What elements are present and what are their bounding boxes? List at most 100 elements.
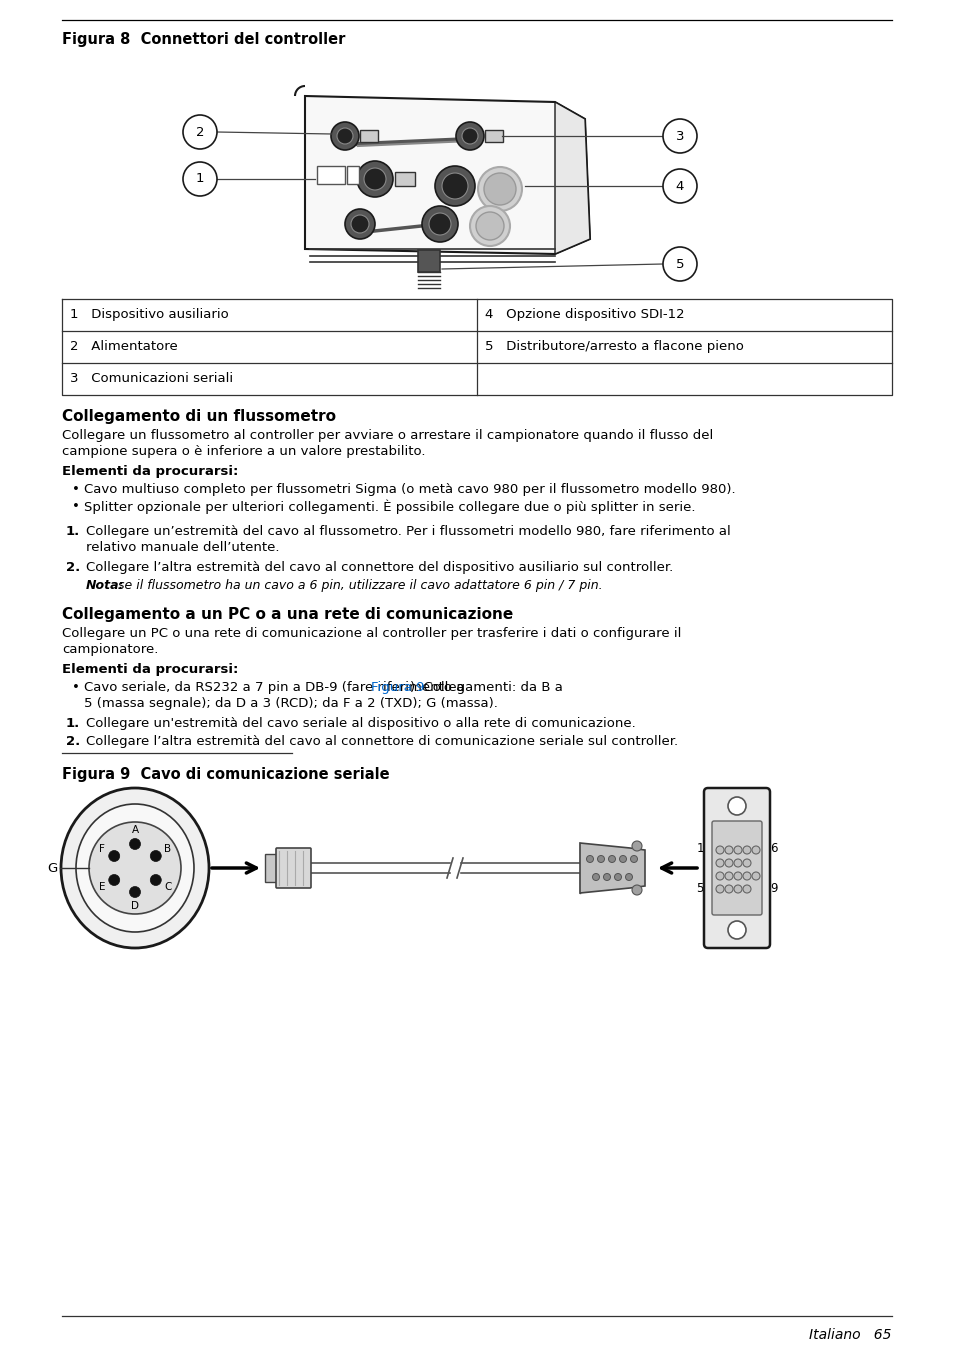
Circle shape bbox=[751, 872, 760, 880]
Text: 3: 3 bbox=[675, 130, 683, 142]
Circle shape bbox=[630, 856, 637, 862]
Text: 2.: 2. bbox=[66, 561, 80, 574]
Circle shape bbox=[151, 875, 161, 886]
Circle shape bbox=[470, 206, 510, 246]
Text: 1: 1 bbox=[195, 172, 204, 185]
Circle shape bbox=[421, 206, 457, 242]
Circle shape bbox=[733, 858, 741, 867]
Text: Collegare un'estremità del cavo seriale al dispositivo o alla rete di comunicazi: Collegare un'estremità del cavo seriale … bbox=[86, 718, 635, 730]
Circle shape bbox=[151, 850, 161, 861]
Text: Collegamento di un flussometro: Collegamento di un flussometro bbox=[62, 409, 335, 424]
Text: Nota:: Nota: bbox=[86, 580, 125, 592]
Text: Elementi da procurarsi:: Elementi da procurarsi: bbox=[62, 464, 238, 478]
Circle shape bbox=[345, 209, 375, 240]
Circle shape bbox=[614, 873, 620, 880]
Text: 6: 6 bbox=[769, 841, 777, 854]
Circle shape bbox=[130, 838, 140, 849]
Circle shape bbox=[631, 886, 641, 895]
Text: 5 (massa segnale); da D a 3 (RCD); da F a 2 (TXD); G (massa).: 5 (massa segnale); da D a 3 (RCD); da F … bbox=[84, 697, 497, 709]
Circle shape bbox=[733, 872, 741, 880]
Text: 1   Dispositivo ausiliario: 1 Dispositivo ausiliario bbox=[70, 307, 229, 321]
Circle shape bbox=[89, 822, 181, 914]
Text: 2: 2 bbox=[195, 126, 204, 138]
Circle shape bbox=[727, 798, 745, 815]
Circle shape bbox=[724, 872, 732, 880]
Circle shape bbox=[183, 115, 216, 149]
Circle shape bbox=[716, 858, 723, 867]
Circle shape bbox=[351, 215, 369, 233]
Text: Figura 8  Connettori del controller: Figura 8 Connettori del controller bbox=[62, 32, 345, 47]
Circle shape bbox=[456, 122, 483, 150]
Circle shape bbox=[477, 167, 521, 211]
Bar bbox=[484, 130, 502, 142]
Circle shape bbox=[183, 162, 216, 196]
Circle shape bbox=[716, 846, 723, 854]
Text: Cavo seriale, da RS232 a 7 pin a DB-9 (fare riferimento a: Cavo seriale, da RS232 a 7 pin a DB-9 (f… bbox=[84, 681, 468, 695]
Text: 1: 1 bbox=[696, 841, 703, 854]
Text: Elementi da procurarsi:: Elementi da procurarsi: bbox=[62, 663, 238, 676]
Circle shape bbox=[733, 886, 741, 894]
Circle shape bbox=[483, 173, 516, 204]
Text: 3   Comunicazioni seriali: 3 Comunicazioni seriali bbox=[70, 372, 233, 385]
Text: 1.: 1. bbox=[66, 718, 80, 730]
Text: Figura 9  Cavo di comunicazione seriale: Figura 9 Cavo di comunicazione seriale bbox=[62, 766, 389, 783]
Circle shape bbox=[631, 841, 641, 852]
Ellipse shape bbox=[76, 804, 193, 932]
FancyBboxPatch shape bbox=[703, 788, 769, 948]
Circle shape bbox=[716, 872, 723, 880]
Circle shape bbox=[662, 169, 697, 203]
Circle shape bbox=[662, 246, 697, 282]
Text: D: D bbox=[131, 900, 139, 911]
Bar bbox=[417, 250, 439, 272]
Text: campione supera o è inferiore a un valore prestabilito.: campione supera o è inferiore a un valor… bbox=[62, 445, 425, 458]
Text: ). Collegamenti: da B a: ). Collegamenti: da B a bbox=[410, 681, 562, 695]
Circle shape bbox=[662, 119, 697, 153]
Circle shape bbox=[727, 921, 745, 940]
Text: 2.: 2. bbox=[66, 735, 80, 747]
Text: 5: 5 bbox=[696, 881, 703, 895]
Bar bbox=[395, 172, 415, 185]
Text: 5: 5 bbox=[675, 257, 683, 271]
Ellipse shape bbox=[61, 788, 209, 948]
Text: se il flussometro ha un cavo a 6 pin, utilizzare il cavo adattatore 6 pin / 7 pi: se il flussometro ha un cavo a 6 pin, ut… bbox=[113, 580, 602, 592]
Text: F: F bbox=[99, 844, 105, 854]
Circle shape bbox=[356, 161, 393, 196]
Bar bbox=[359, 130, 377, 142]
Circle shape bbox=[618, 856, 626, 862]
Circle shape bbox=[336, 129, 353, 144]
Text: Italiano   65: Italiano 65 bbox=[809, 1328, 891, 1342]
Text: 9: 9 bbox=[769, 881, 777, 895]
Text: 4: 4 bbox=[675, 180, 683, 192]
Circle shape bbox=[597, 856, 604, 862]
Circle shape bbox=[751, 846, 760, 854]
FancyBboxPatch shape bbox=[711, 821, 761, 915]
Circle shape bbox=[476, 213, 503, 240]
Text: 4   Opzione dispositivo SDI-12: 4 Opzione dispositivo SDI-12 bbox=[484, 307, 684, 321]
Circle shape bbox=[603, 873, 610, 880]
Text: •: • bbox=[71, 483, 80, 496]
Text: Splitter opzionale per ulteriori collegamenti. È possibile collegare due o più s: Splitter opzionale per ulteriori collega… bbox=[84, 500, 695, 515]
Circle shape bbox=[586, 856, 593, 862]
Bar bbox=[316, 167, 345, 184]
Circle shape bbox=[109, 875, 119, 886]
Text: Collegare l’altra estremità del cavo al connettore del dispositivo ausiliario su: Collegare l’altra estremità del cavo al … bbox=[86, 561, 673, 574]
Text: Collegare un PC o una rete di comunicazione al controller per trasferire i dati : Collegare un PC o una rete di comunicazi… bbox=[62, 627, 680, 640]
Text: E: E bbox=[99, 881, 105, 892]
Circle shape bbox=[733, 846, 741, 854]
Polygon shape bbox=[305, 96, 589, 255]
Text: G: G bbox=[48, 861, 58, 875]
Circle shape bbox=[608, 856, 615, 862]
Polygon shape bbox=[579, 844, 644, 894]
Circle shape bbox=[109, 850, 119, 861]
Text: A: A bbox=[132, 825, 138, 835]
Circle shape bbox=[331, 122, 358, 150]
Text: •: • bbox=[71, 500, 80, 513]
Text: Collegamento a un PC o a una rete di comunicazione: Collegamento a un PC o a una rete di com… bbox=[62, 607, 513, 621]
Polygon shape bbox=[555, 102, 589, 255]
Text: B: B bbox=[164, 844, 172, 854]
FancyBboxPatch shape bbox=[275, 848, 311, 888]
Circle shape bbox=[742, 886, 750, 894]
Text: Collegare un’estremità del cavo al flussometro. Per i flussometri modello 980, f: Collegare un’estremità del cavo al fluss… bbox=[86, 525, 730, 538]
Circle shape bbox=[716, 886, 723, 894]
Text: Collegare un flussometro al controller per avviare o arrestare il campionatore q: Collegare un flussometro al controller p… bbox=[62, 429, 713, 441]
